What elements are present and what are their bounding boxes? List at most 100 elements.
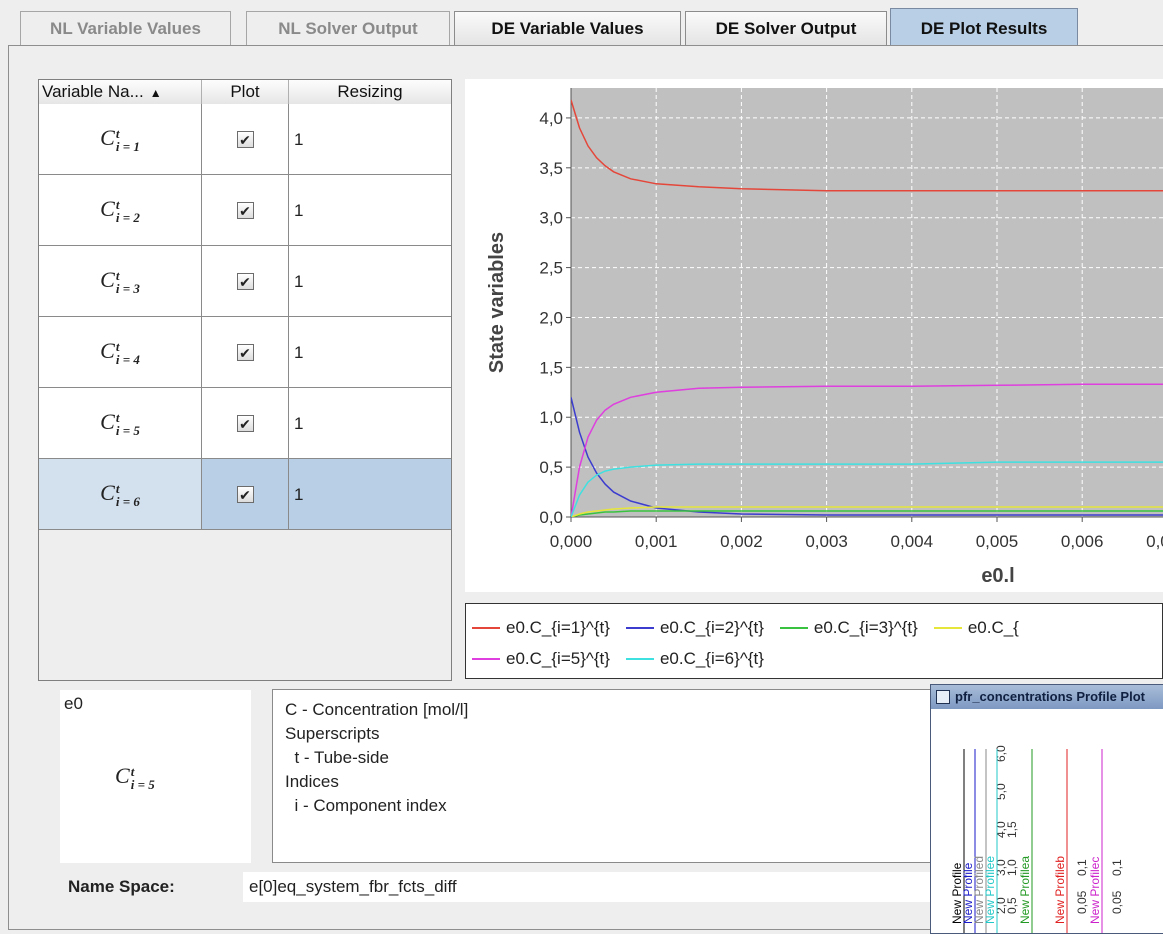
column-header-plot[interactable]: Plot (202, 80, 289, 104)
legend-swatch (933, 627, 962, 629)
profile-axis-tick-label: 1,5 (1005, 821, 1019, 838)
y-tick-label: 1,5 (539, 358, 563, 377)
plot-area (571, 88, 1163, 517)
symbol-var: C (100, 267, 115, 293)
chart-svg: 0,0 0,5 1,0 1,5 2,0 2,5 3,0 3,5 4,0 0,000 0,001 0,0… (486, 88, 1163, 587)
legend-label: e0.C_{i=2}^{t} (659, 618, 764, 637)
tab-nl-solver-output[interactable]: NL Solver Output (246, 11, 450, 45)
profile-axis-name: New Profilec (1088, 857, 1102, 924)
tab-de-solver-output[interactable]: DE Solver Output (685, 11, 887, 45)
tab-de-variable-values[interactable]: DE Variable Values (454, 11, 681, 45)
profile-window-title-bar[interactable]: pfr_concentrations Profile Plot (931, 685, 1163, 709)
sort-ascending-icon: ▲ (149, 86, 162, 100)
symbol-sub-i: i (115, 138, 120, 154)
state-variables-chart[interactable]: 0,0 0,5 1,0 1,5 2,0 2,5 3,0 3,5 4,0 0,000 0,001 0,0… (465, 79, 1163, 592)
plot-checkbox[interactable]: ✔ (236, 485, 254, 503)
symbol-sup: t (115, 196, 120, 212)
profile-window-title: pfr_concentrations Profile Plot (955, 689, 1145, 704)
series-line (571, 99, 1163, 192)
plot-checkbox[interactable]: ✔ (236, 414, 254, 432)
plot-cell: ✔ (202, 459, 289, 529)
y-tick-label: 0,0 (539, 508, 563, 527)
variable-description: C - Concentration [mol/l] Superscripts t… (272, 689, 972, 863)
legend-item: e0.C_{ (928, 618, 1019, 638)
profile-axis-tick-label: 5,0 (994, 783, 1008, 800)
legend-row: e0.C_{i=1}^{t} e0.C_{i=2}^{t} e0.C_{i=3}^{… (466, 613, 1029, 643)
legend-swatch (625, 627, 654, 629)
resizing-cell[interactable]: 1 (294, 485, 304, 504)
plot-checkbox[interactable]: ✔ (236, 201, 254, 219)
resizing-cell[interactable]: 1 (294, 343, 304, 362)
symbol-sub-i: i (115, 209, 120, 225)
plot-cell: ✔ (202, 246, 289, 316)
profile-axis-tick-label: 0,1 (1110, 859, 1124, 876)
resizing-cell[interactable]: 1 (294, 201, 304, 220)
symbol-sub-eq: = 1 (122, 138, 140, 154)
symbol-var: C (100, 125, 115, 151)
legend-item: e0.C_{i=1}^{t} (466, 618, 610, 638)
plot-cell: ✔ (202, 317, 289, 387)
legend-item: e0.C_{i=2}^{t} (620, 618, 764, 638)
tab-de-plot-results[interactable]: DE Plot Results (890, 8, 1078, 46)
x-tick-label: 0,004 (891, 532, 934, 551)
column-header-variable-name[interactable]: Variable Na... ▲ (39, 80, 202, 104)
symbol-sub-i: i (130, 776, 135, 792)
resizing-cell[interactable]: 1 (294, 130, 304, 149)
x-tick-label: 0,003 (805, 532, 848, 551)
table-header: Variable Na... ▲ Plot Resizing (39, 80, 451, 105)
namespace-field[interactable]: e[0]eq_system_fbr_fcts_diff (243, 872, 973, 902)
x-axis-label: e0.l (981, 565, 1014, 587)
profile-axis-name: New Profileb (1053, 856, 1067, 924)
legend-label: e0.C_{i=1}^{t} (506, 618, 610, 637)
profile-axis-name: New Profile (961, 862, 975, 924)
plot-checkbox[interactable]: ✔ (236, 343, 254, 361)
plot-cell: ✔ (202, 104, 289, 174)
symbol-var: C (100, 409, 115, 435)
symbol-sup: t (115, 267, 120, 283)
profile-axis-name: New Profile (950, 862, 964, 924)
description-line: C - Concentration [mol/l] (285, 700, 469, 719)
series-line (571, 397, 1163, 516)
profile-plot-window[interactable]: pfr_concentrations Profile Plot New Prof… (930, 684, 1163, 934)
symbol-sup: t (115, 409, 120, 425)
y-tick-label: 2,0 (539, 308, 563, 327)
series-line (571, 506, 1163, 517)
plot-checkbox[interactable]: ✔ (236, 272, 254, 290)
profile-axis-tick-label: 0,1 (1075, 859, 1089, 876)
legend-swatch (472, 627, 500, 629)
chart-legend: e0.C_{i=1}^{t} e0.C_{i=2}^{t} e0.C_{i=3}^{… (465, 603, 1163, 679)
y-tick-label: 1,0 (539, 408, 563, 427)
legend-item: e0.C_{i=5}^{t} (466, 649, 610, 669)
profile-axis-name: New Profiled (972, 856, 986, 924)
legend-item: e0.C_{i=3}^{t} (774, 618, 918, 638)
symbol-sup: t (115, 125, 120, 141)
plot-checkbox[interactable]: ✔ (236, 130, 254, 148)
resizing-cell[interactable]: 1 (294, 414, 304, 433)
legend-label: e0.C_{i=6}^{t} (659, 649, 764, 668)
description-line: Superscripts (285, 724, 380, 743)
y-tick-label: 2,5 (539, 259, 563, 278)
column-header-resizing[interactable]: Resizing (337, 82, 403, 101)
legend-item: e0.C_{i=6}^{t} (620, 649, 764, 669)
tab-bar: NL Variable Values NL Solver Output DE V… (0, 0, 1163, 46)
resizing-cell[interactable]: 1 (294, 272, 304, 291)
tab-nl-variable-values[interactable]: NL Variable Values (20, 11, 231, 45)
